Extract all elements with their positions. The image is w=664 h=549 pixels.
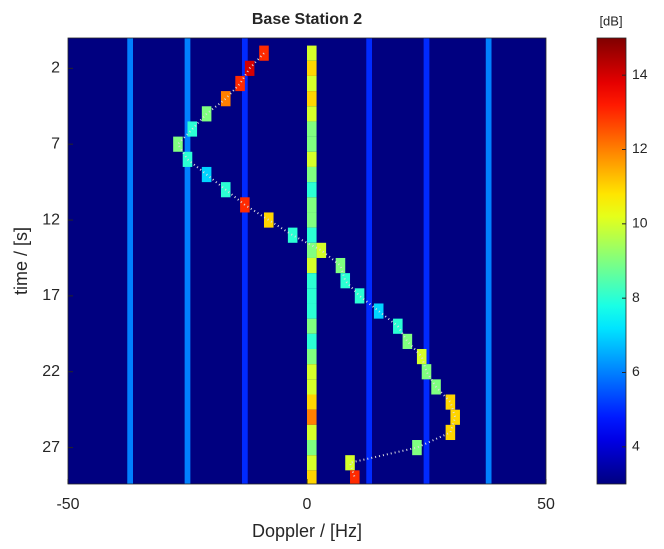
x-tick-label: 0 <box>303 496 312 513</box>
track-cell <box>235 75 245 92</box>
colorbar-tick-label: 6 <box>632 363 640 379</box>
track-cell <box>402 333 413 349</box>
stripe <box>423 38 430 484</box>
track-cell <box>220 91 231 107</box>
y-tick-label: 2 <box>51 60 60 77</box>
y-tick-label: 22 <box>42 363 60 380</box>
colorbar <box>596 37 627 485</box>
colorbar-tick-label: 14 <box>632 66 648 82</box>
zero-cell <box>307 394 317 410</box>
zero-cell <box>307 121 317 137</box>
zero-cell <box>307 136 317 152</box>
zero-cell <box>307 303 317 319</box>
track-cell <box>182 151 193 167</box>
zero-cell <box>307 257 317 274</box>
zero-cell <box>307 348 317 365</box>
x-tick-label: -50 <box>56 496 79 513</box>
track-cell <box>354 288 365 304</box>
track-cell <box>350 470 360 484</box>
track-cell <box>445 394 456 410</box>
zero-cell <box>307 364 317 380</box>
zero-cell <box>307 379 317 395</box>
zero-cell <box>307 318 317 334</box>
zero-cell <box>307 106 317 122</box>
track-cell <box>373 303 384 319</box>
y-tick-label: 27 <box>42 439 60 456</box>
zero-cell <box>307 470 317 484</box>
zero-cell <box>307 440 317 456</box>
zero-cell <box>307 91 317 107</box>
colorbar-tick-label: 8 <box>632 289 640 305</box>
zero-cell <box>307 424 317 441</box>
track-cell <box>316 242 327 258</box>
track-cell <box>421 364 432 380</box>
stripe <box>127 38 134 484</box>
track-cell <box>345 455 355 471</box>
zero-cell <box>307 227 317 243</box>
y-tick-label: 17 <box>42 287 60 304</box>
zero-cell <box>307 197 317 213</box>
chart-title: Base Station 2 <box>252 11 362 28</box>
track-cell <box>335 257 346 274</box>
stripe <box>241 38 248 484</box>
colorbar-tick-label: 12 <box>632 140 648 156</box>
zero-cell <box>307 212 317 228</box>
zero-cell <box>307 45 317 61</box>
zero-cell <box>307 182 317 198</box>
track-cell <box>450 409 460 425</box>
zero-cell <box>307 288 317 304</box>
zero-cell <box>307 333 317 349</box>
zero-cell <box>307 166 317 183</box>
plot-area <box>68 38 546 484</box>
zero-cell <box>307 273 317 289</box>
colorbar-label: [dB] <box>599 13 622 28</box>
stripe <box>366 38 373 484</box>
zero-cell <box>307 242 317 258</box>
zero-cell <box>307 455 317 471</box>
colorbar-tick-label: 10 <box>632 215 648 231</box>
colorbar-tick-label: 4 <box>632 438 640 454</box>
zero-cell <box>307 151 317 167</box>
zero-cell <box>307 75 317 92</box>
zero-cell <box>307 60 317 76</box>
stripe <box>485 38 492 484</box>
stripe <box>184 38 191 484</box>
track-cell <box>445 424 456 441</box>
x-axis-label: Doppler / [Hz] <box>252 521 362 541</box>
track-cell <box>287 227 298 243</box>
zero-cell <box>307 409 317 425</box>
x-tick-label: 50 <box>537 496 555 513</box>
track-cell <box>173 136 183 152</box>
y-axis-label: time / [s] <box>11 227 31 295</box>
track-cell <box>416 348 427 365</box>
track-cell <box>263 212 274 228</box>
y-tick-label: 12 <box>42 211 60 228</box>
track-cell <box>412 440 422 456</box>
y-tick-label: 7 <box>51 135 60 152</box>
track-cell <box>340 273 351 289</box>
